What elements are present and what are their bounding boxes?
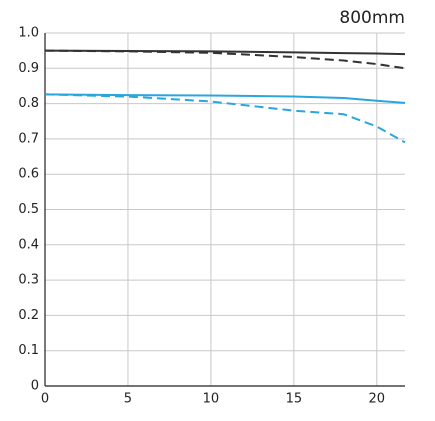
x-tick-label: 15: [286, 392, 303, 407]
y-tick-label: 0.3: [18, 273, 39, 288]
y-tick-label: 0.5: [18, 202, 39, 217]
y-tick-label: 0.4: [18, 237, 39, 252]
series-line: [44, 49, 406, 56]
x-tick-label: 20: [369, 392, 386, 407]
y-tick-label: 0.8: [18, 96, 39, 111]
y-tick-label: 1.0: [18, 26, 39, 41]
series-line: [44, 93, 406, 104]
x-tick-label: 0: [41, 392, 49, 407]
x-tick-label: 10: [203, 392, 220, 407]
y-tick-label: 0: [31, 379, 39, 394]
chart-title: 800mm: [339, 8, 405, 28]
x-tick-label: 5: [124, 392, 132, 407]
y-tick-label: 0.7: [18, 131, 39, 146]
series-line: [44, 93, 406, 144]
y-tick-label: 0.2: [18, 308, 39, 323]
y-tick-label: 0.6: [18, 167, 39, 182]
y-tick-label: 0.9: [18, 61, 39, 76]
y-tick-label: 0.1: [18, 343, 39, 358]
